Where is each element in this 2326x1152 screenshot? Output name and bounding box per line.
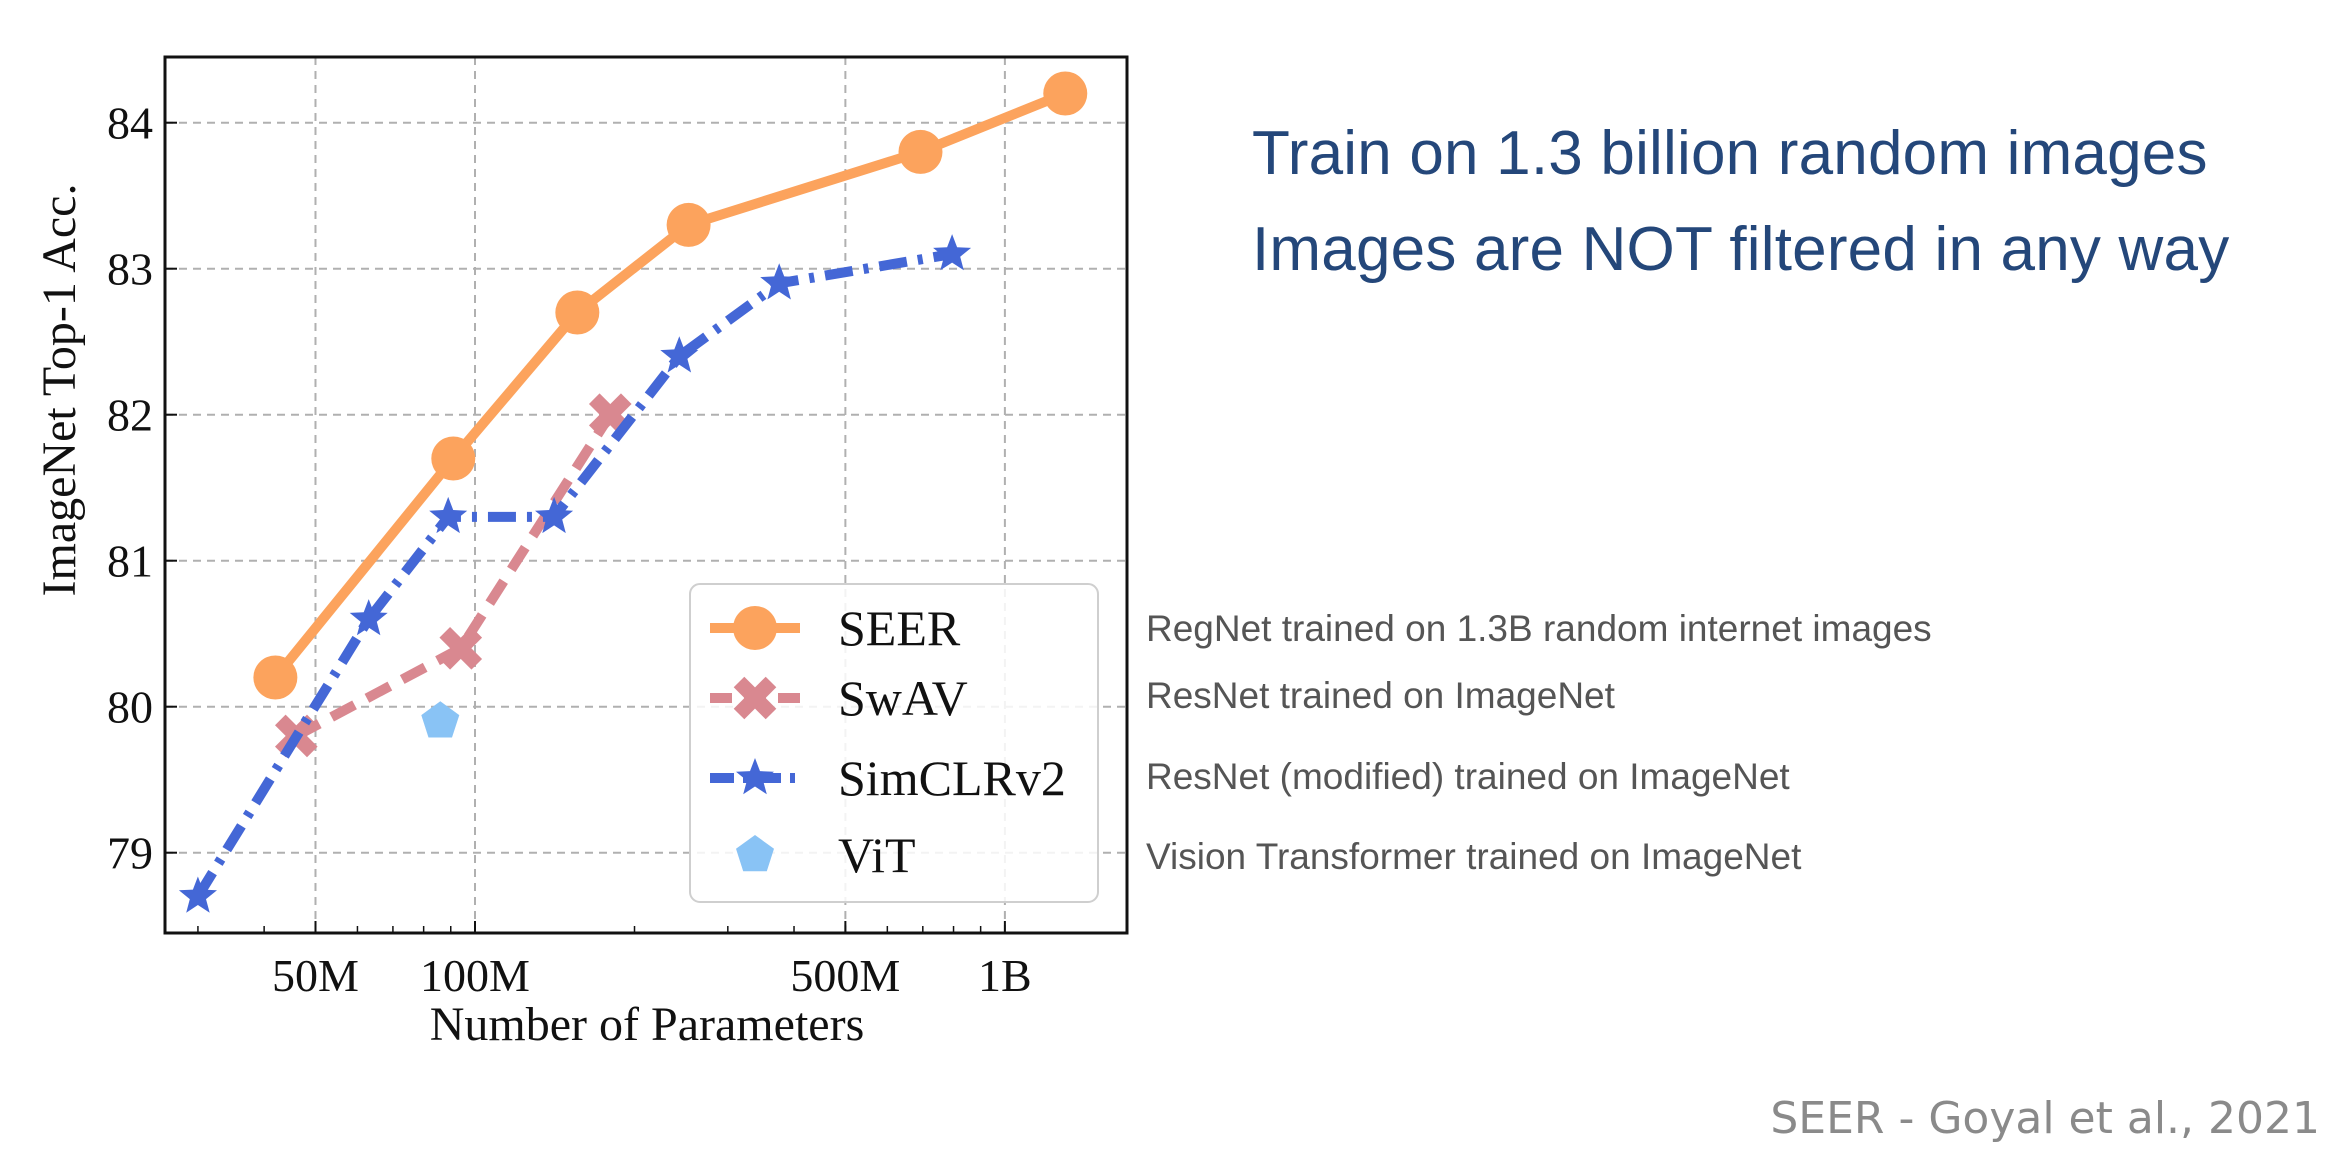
seer-point — [555, 290, 600, 335]
legend-item-vit: ViT — [736, 827, 916, 883]
x-tick-label: 1B — [978, 950, 1032, 1001]
swav-point — [439, 626, 483, 670]
y-tick-label: 82 — [107, 390, 153, 441]
simclrv2-point — [760, 263, 799, 300]
seer-description: RegNet trained on 1.3B random internet i… — [1146, 608, 1932, 649]
series-layer — [178, 71, 1088, 913]
vit-point — [421, 701, 460, 738]
y-tick-label: 81 — [107, 536, 153, 587]
seer-point — [1043, 71, 1088, 116]
simclrv2-point — [429, 496, 468, 534]
series-seer — [253, 71, 1088, 700]
swav-description: ResNet trained on ImageNet — [1146, 675, 1615, 716]
headline-line-1: Train on 1.3 billion random images — [1252, 119, 2208, 188]
swav-line — [293, 412, 615, 741]
scaling-chart: 50M 100M 500M 1B 79 80 81 82 83 84 Number of Para… — [33, 55, 1129, 1051]
seer-point — [253, 655, 298, 700]
seer-line — [271, 88, 1068, 681]
legend-swatch-marker — [736, 758, 774, 795]
simclrv2-point — [660, 336, 699, 373]
x-axis-label: Number of Parameters — [430, 998, 865, 1051]
plot-frame — [163, 55, 1129, 935]
simclrv2-point — [349, 599, 388, 636]
legend-item-seer: SEER — [710, 600, 961, 656]
legend-frame — [689, 583, 1099, 903]
legend-item-simclrv2: SimCLRv2 — [710, 750, 1066, 806]
legend-swatch-marker — [733, 676, 777, 720]
legend-swatch-marker — [736, 835, 774, 872]
x-tick-label: 50M — [272, 950, 359, 1001]
legend-label: ViT — [838, 827, 916, 883]
seer-point — [666, 202, 711, 247]
x-tick-label: 500M — [790, 950, 900, 1001]
simclrv2-point — [933, 234, 972, 271]
grid-lines — [165, 57, 1127, 933]
y-tick-label: 84 — [107, 98, 153, 149]
legend-swatch-marker — [733, 606, 777, 650]
series-vit — [421, 701, 460, 738]
simclrv2-point — [178, 876, 217, 913]
headline-line-2: Images are NOT filtered in any way — [1252, 215, 2230, 284]
chart-legend: SEER SwAV SimCLRv2 ViT — [689, 583, 1099, 903]
y-tick-label: 80 — [107, 682, 153, 733]
legend-item-swav: SwAV — [710, 670, 968, 726]
legend-label: SEER — [838, 600, 961, 656]
y-axis-label: ImageNet Top-1 Acc. — [33, 184, 86, 597]
legend-label: SimCLRv2 — [838, 750, 1066, 806]
seer-point — [431, 436, 476, 481]
axis-ticks: 50M 100M 500M 1B 79 80 81 82 83 84 — [107, 98, 1032, 1001]
citation-credit: SEER - Goyal et al., 2021 — [1770, 1093, 2320, 1144]
series-simclrv2 — [178, 234, 972, 913]
legend-label: SwAV — [838, 670, 968, 726]
simclrv2-point — [535, 496, 574, 534]
y-tick-label: 83 — [107, 244, 153, 295]
x-tick-label: 100M — [420, 950, 530, 1001]
seer-point — [898, 129, 943, 174]
simclrv2-description: ResNet (modified) trained on ImageNet — [1146, 756, 1790, 797]
vit-description: Vision Transformer trained on ImageNet — [1146, 836, 1802, 877]
y-tick-label: 79 — [107, 828, 153, 879]
